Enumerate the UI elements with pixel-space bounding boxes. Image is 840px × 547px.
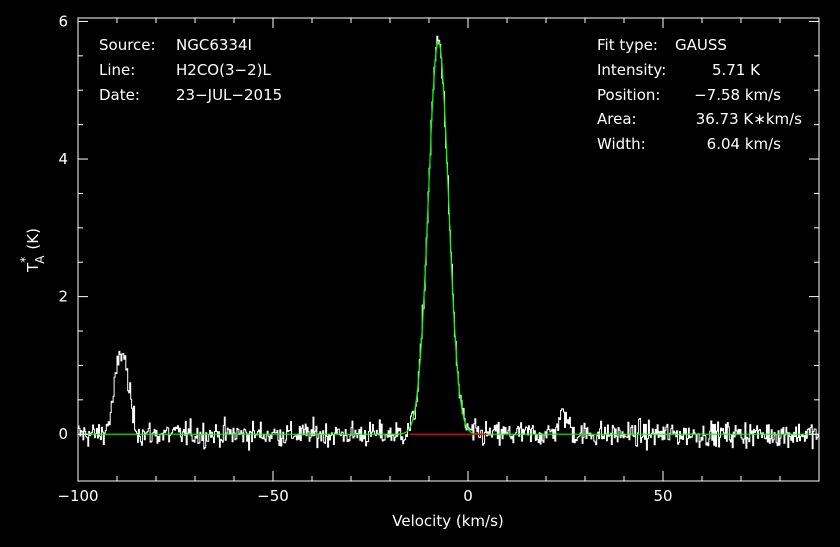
info-source-key: Source: [99, 36, 156, 54]
x-tick-label: −100 [57, 487, 98, 505]
info-left: Source: NGC6334I Line: H2CO(3−2)L Date: … [99, 36, 282, 104]
info-date-value: 23−JUL−2015 [176, 86, 282, 104]
axis-ticks: −100 −50 0 50 0 2 4 6 [57, 12, 820, 505]
info-right: Fit type: GAUSS Intensity: 5.71 K Positi… [597, 36, 802, 153]
svg-text:T*A(K): T*A (K) [18, 228, 47, 273]
x-tick-label: 50 [653, 487, 672, 505]
x-tick-label: 0 [463, 487, 473, 505]
fit-area-value: 36.73 K∗km/s [696, 110, 802, 128]
fit-area-key: Area: [597, 110, 637, 128]
x-axis-label: Velocity (km/s) [392, 512, 503, 530]
info-line-value: H2CO(3−2)L [176, 61, 271, 79]
y-axis-label-sup: * [18, 257, 32, 263]
info-date-key: Date: [99, 86, 140, 104]
fit-type-value: GAUSS [675, 36, 727, 54]
x-tick-label: −50 [257, 487, 289, 505]
y-axis-label-sub: A [33, 255, 47, 264]
info-line-key: Line: [99, 61, 135, 79]
fit-width-key: Width: [597, 135, 646, 153]
y-axis-label: T*A (K) [18, 228, 47, 273]
y-tick-label: 4 [58, 150, 68, 168]
fit-position-key: Position: [597, 86, 660, 104]
gaussian-fit-line [78, 40, 819, 435]
fit-width-value: 6.04 km/s [707, 135, 782, 153]
y-tick-label: 2 [58, 288, 68, 306]
fit-type-key: Fit type: [597, 36, 658, 54]
y-tick-label: 0 [58, 425, 68, 443]
fit-position-value: −7.58 km/s [694, 86, 781, 104]
y-axis-label-main: T [24, 262, 42, 273]
y-axis-label-unit: (K) [24, 228, 42, 250]
info-source-value: NGC6334I [176, 36, 252, 54]
fit-intensity-key: Intensity: [597, 61, 666, 79]
y-tick-label: 6 [58, 12, 68, 30]
chart-marks [78, 35, 819, 451]
plot-frame [77, 17, 820, 482]
fit-intensity-value: 5.71 K [712, 61, 761, 79]
